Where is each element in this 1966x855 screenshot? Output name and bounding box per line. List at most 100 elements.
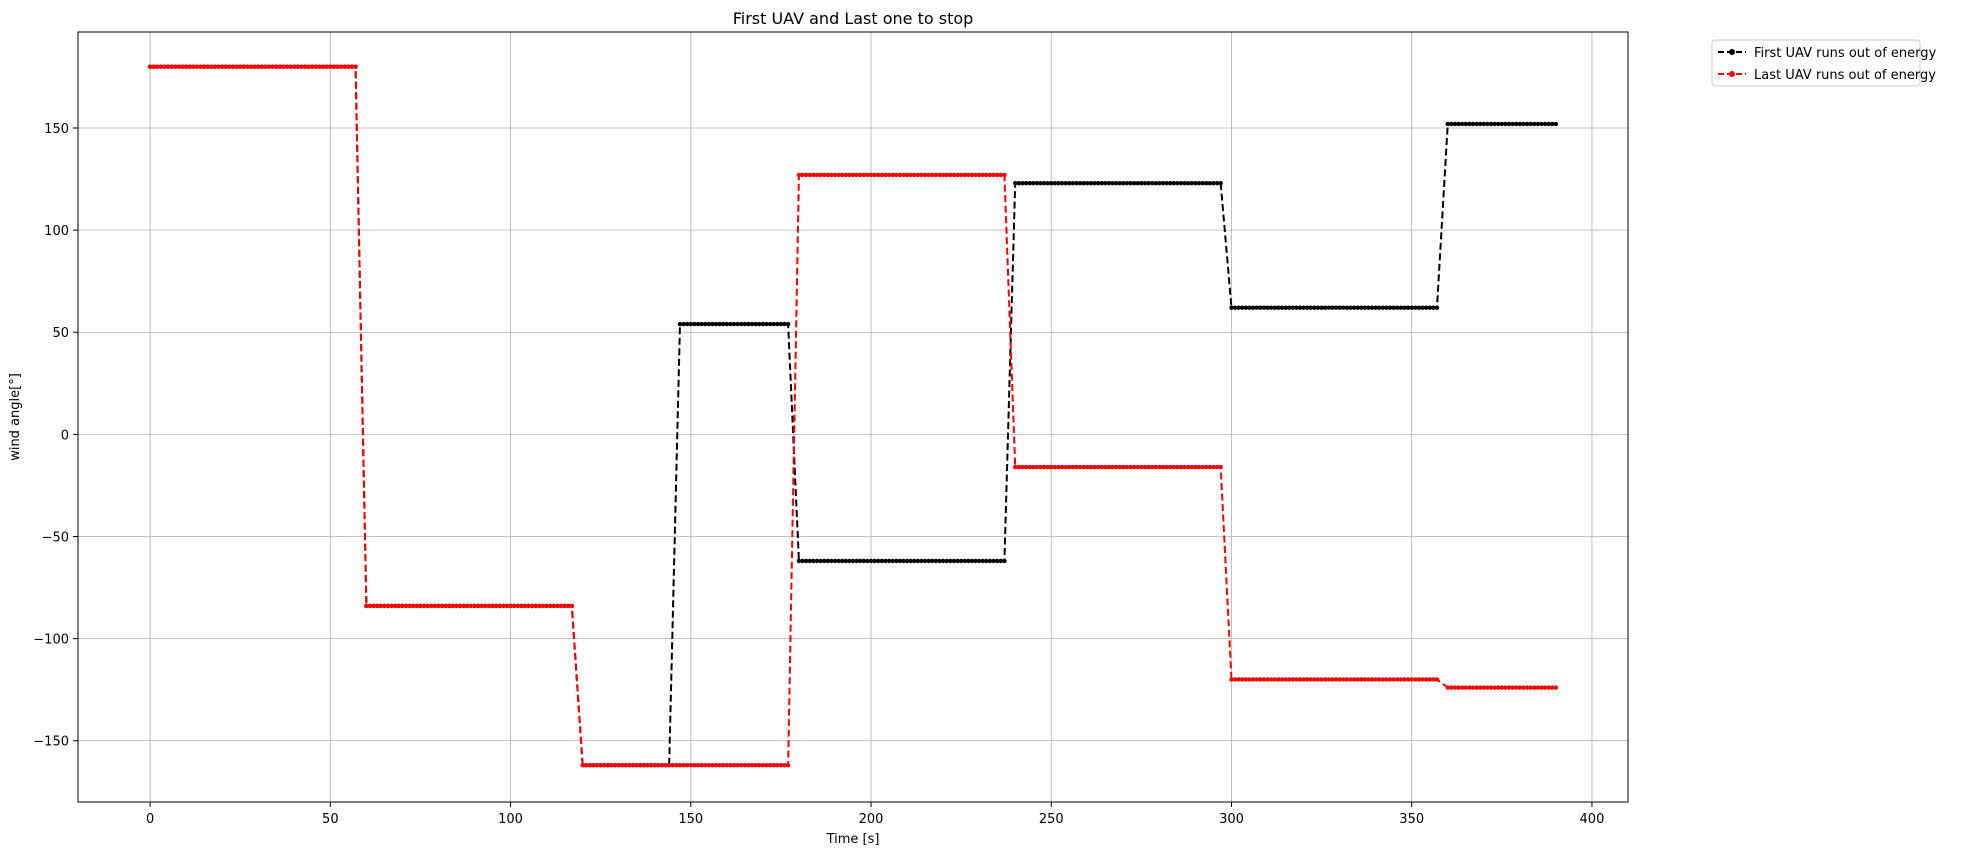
data-point <box>1081 464 1086 470</box>
y-tick-label: −50 <box>42 530 69 545</box>
data-point <box>1142 464 1148 470</box>
data-point <box>266 64 272 69</box>
data-point <box>1312 677 1317 682</box>
data-point <box>930 172 935 178</box>
data-point <box>382 603 387 609</box>
data-point <box>421 603 427 609</box>
data-point <box>839 558 845 564</box>
data-point <box>1279 305 1285 310</box>
data-point <box>937 172 942 178</box>
data-point <box>749 763 755 768</box>
data-point <box>1478 685 1483 690</box>
x-tick-label: 150 <box>678 812 703 827</box>
data-point <box>684 763 690 768</box>
data-point <box>1521 121 1526 127</box>
data-point <box>1459 685 1465 690</box>
plot-frame <box>77 31 1629 803</box>
data-point <box>216 64 221 69</box>
data-point <box>194 64 200 69</box>
data-point <box>818 172 823 178</box>
data-point <box>1409 677 1414 682</box>
data-point <box>1445 121 1450 127</box>
data-point <box>1211 180 1216 186</box>
data-point <box>183 64 189 69</box>
data-point <box>1247 305 1252 310</box>
data-point <box>1290 677 1295 682</box>
chart-title: First UAV and Last one to stop <box>733 9 974 28</box>
data-point <box>335 64 340 69</box>
data-point <box>710 321 715 327</box>
data-point <box>695 763 701 768</box>
data-point <box>1481 121 1487 127</box>
data-point <box>317 64 322 69</box>
data-point <box>1330 305 1335 310</box>
data-point <box>1153 464 1158 470</box>
data-point <box>879 172 885 178</box>
data-point <box>1171 180 1177 186</box>
data-point <box>1193 180 1198 186</box>
data-point <box>1258 677 1263 682</box>
data-point <box>198 64 203 69</box>
data-point <box>742 321 748 327</box>
data-point <box>807 172 812 178</box>
data-point <box>703 321 708 327</box>
data-point <box>731 321 737 327</box>
data-point <box>1420 677 1425 682</box>
data-point <box>775 321 780 327</box>
data-point <box>411 603 416 609</box>
data-point <box>1196 464 1202 470</box>
data-point <box>764 763 769 768</box>
data-point <box>1405 305 1411 310</box>
data-point <box>814 172 820 178</box>
data-point <box>901 558 906 564</box>
data-point <box>371 603 376 609</box>
grid-lines <box>78 32 1628 802</box>
data-point <box>1319 305 1324 310</box>
data-point <box>666 763 672 768</box>
data-point <box>165 64 171 69</box>
x-tick-label: 100 <box>498 812 523 827</box>
data-point <box>1279 677 1285 682</box>
data-point <box>994 558 1000 564</box>
legend-swatch-marker <box>1729 49 1735 55</box>
data-point <box>1290 305 1295 310</box>
data-point <box>230 64 236 69</box>
data-point <box>677 321 683 327</box>
data-point <box>966 172 971 178</box>
data-point <box>1445 685 1450 690</box>
data-point <box>1045 180 1050 186</box>
data-point <box>1420 305 1425 310</box>
data-point <box>1160 464 1166 470</box>
data-point <box>987 172 993 178</box>
data-point <box>1413 677 1418 682</box>
legend: First UAV runs out of energy Last UAV run… <box>1711 39 1937 87</box>
data-point <box>638 763 643 768</box>
data-point <box>1074 464 1079 470</box>
data-point <box>695 321 701 327</box>
data-point <box>439 603 445 609</box>
data-point <box>782 763 787 768</box>
data-point <box>1431 677 1436 682</box>
data-point <box>1294 677 1299 682</box>
data-point <box>1488 121 1494 127</box>
data-point <box>533 603 538 609</box>
data-point <box>1546 121 1551 127</box>
legend-item: Last UAV runs out of energy <box>1718 68 1936 83</box>
data-point <box>1261 305 1267 310</box>
data-point <box>735 321 740 327</box>
x-tick-label: 200 <box>859 812 884 827</box>
data-point <box>1366 677 1371 682</box>
data-point <box>1550 685 1555 690</box>
data-point <box>1456 685 1461 690</box>
data-point <box>1254 677 1259 682</box>
data-point <box>739 321 744 327</box>
data-point <box>1142 180 1148 186</box>
data-point <box>890 172 895 178</box>
data-point <box>1434 677 1440 682</box>
data-point <box>1052 180 1058 186</box>
data-point <box>1326 305 1332 310</box>
data-point <box>443 603 448 609</box>
data-point <box>310 64 315 69</box>
data-point <box>1186 464 1191 470</box>
series-1 <box>147 64 1559 768</box>
